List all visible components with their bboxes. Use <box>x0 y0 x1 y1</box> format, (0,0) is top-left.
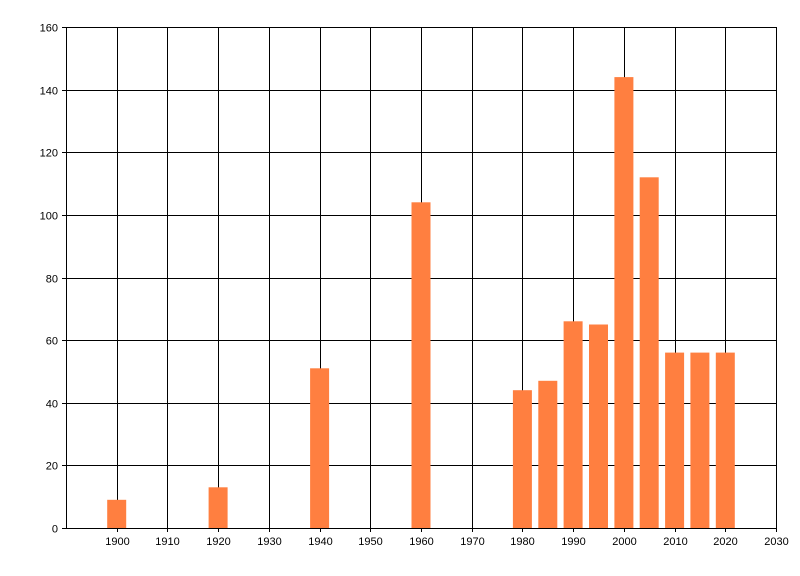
bar-1920 <box>208 487 228 528</box>
y-tick-label: 40 <box>46 399 58 411</box>
x-tick-label: 1960 <box>409 536 433 548</box>
x-tick-label: 2000 <box>612 536 636 548</box>
bar-1980 <box>512 390 532 528</box>
x-tick-label: 1940 <box>308 536 332 548</box>
bar-1960 <box>411 202 431 529</box>
x-tick-label: 1920 <box>206 536 230 548</box>
axes <box>62 27 777 532</box>
x-tick-label: 2010 <box>663 536 687 548</box>
x-tick-label: 1980 <box>510 536 534 548</box>
bar-2005 <box>639 177 659 529</box>
bar-2020 <box>715 352 735 528</box>
x-tick-labels: 1900 1910 1920 1930 1940 1950 1960 1970 1980 1990… <box>105 536 788 548</box>
bar-2000 <box>614 77 634 528</box>
bar-1900 <box>107 499 127 528</box>
x-tick-label: 2020 <box>713 536 737 548</box>
y-tick-label: 60 <box>46 336 58 348</box>
x-tick-label: 1950 <box>358 536 382 548</box>
bar-1985 <box>538 380 558 528</box>
y-tick-label: 0 <box>52 524 58 536</box>
y-tick-label: 140 <box>40 86 58 98</box>
x-tick-label: 1930 <box>257 536 281 548</box>
bar-2010 <box>665 352 685 528</box>
bars <box>107 77 735 529</box>
x-tick-label: 1900 <box>105 536 129 548</box>
y-tick-label: 20 <box>46 461 58 473</box>
y-tick-label: 120 <box>40 148 58 160</box>
x-tick-label: 2030 <box>764 536 788 548</box>
y-tick-labels: 0 20 40 60 80 100 120 140 160 <box>40 23 58 536</box>
bar-2015 <box>690 352 710 528</box>
grid <box>66 27 777 528</box>
x-tick-label: 1970 <box>460 536 484 548</box>
y-tick-label: 100 <box>40 211 58 223</box>
y-tick-label: 80 <box>46 274 58 286</box>
bar-1940 <box>310 368 330 528</box>
y-tick-label: 160 <box>40 23 58 35</box>
bar-1990 <box>563 321 583 528</box>
bar-1995 <box>589 324 608 528</box>
x-tick-label: 1910 <box>155 536 179 548</box>
x-tick-label: 1990 <box>561 536 585 548</box>
